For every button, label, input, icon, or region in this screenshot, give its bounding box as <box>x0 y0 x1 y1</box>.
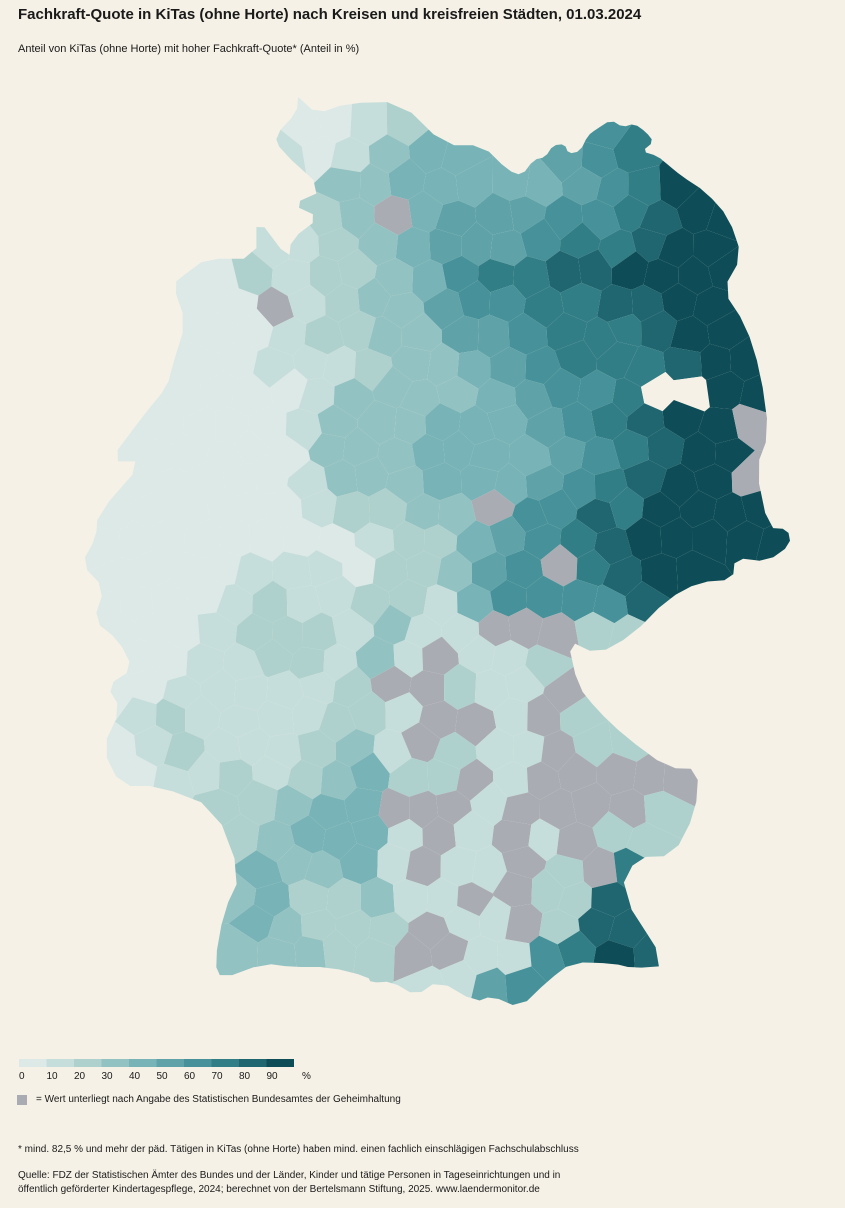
svg-text:50: 50 <box>157 1071 169 1082</box>
svg-text:40: 40 <box>129 1071 141 1082</box>
svg-text:90: 90 <box>267 1071 279 1082</box>
svg-text:30: 30 <box>102 1071 114 1082</box>
svg-text:20: 20 <box>74 1071 86 1082</box>
svg-text:10: 10 <box>47 1071 59 1082</box>
svg-text:70: 70 <box>212 1071 224 1082</box>
svg-text:0: 0 <box>19 1071 25 1082</box>
svg-text:80: 80 <box>239 1071 251 1082</box>
svg-text:60: 60 <box>184 1071 196 1082</box>
svg-text:%: % <box>302 1071 311 1082</box>
